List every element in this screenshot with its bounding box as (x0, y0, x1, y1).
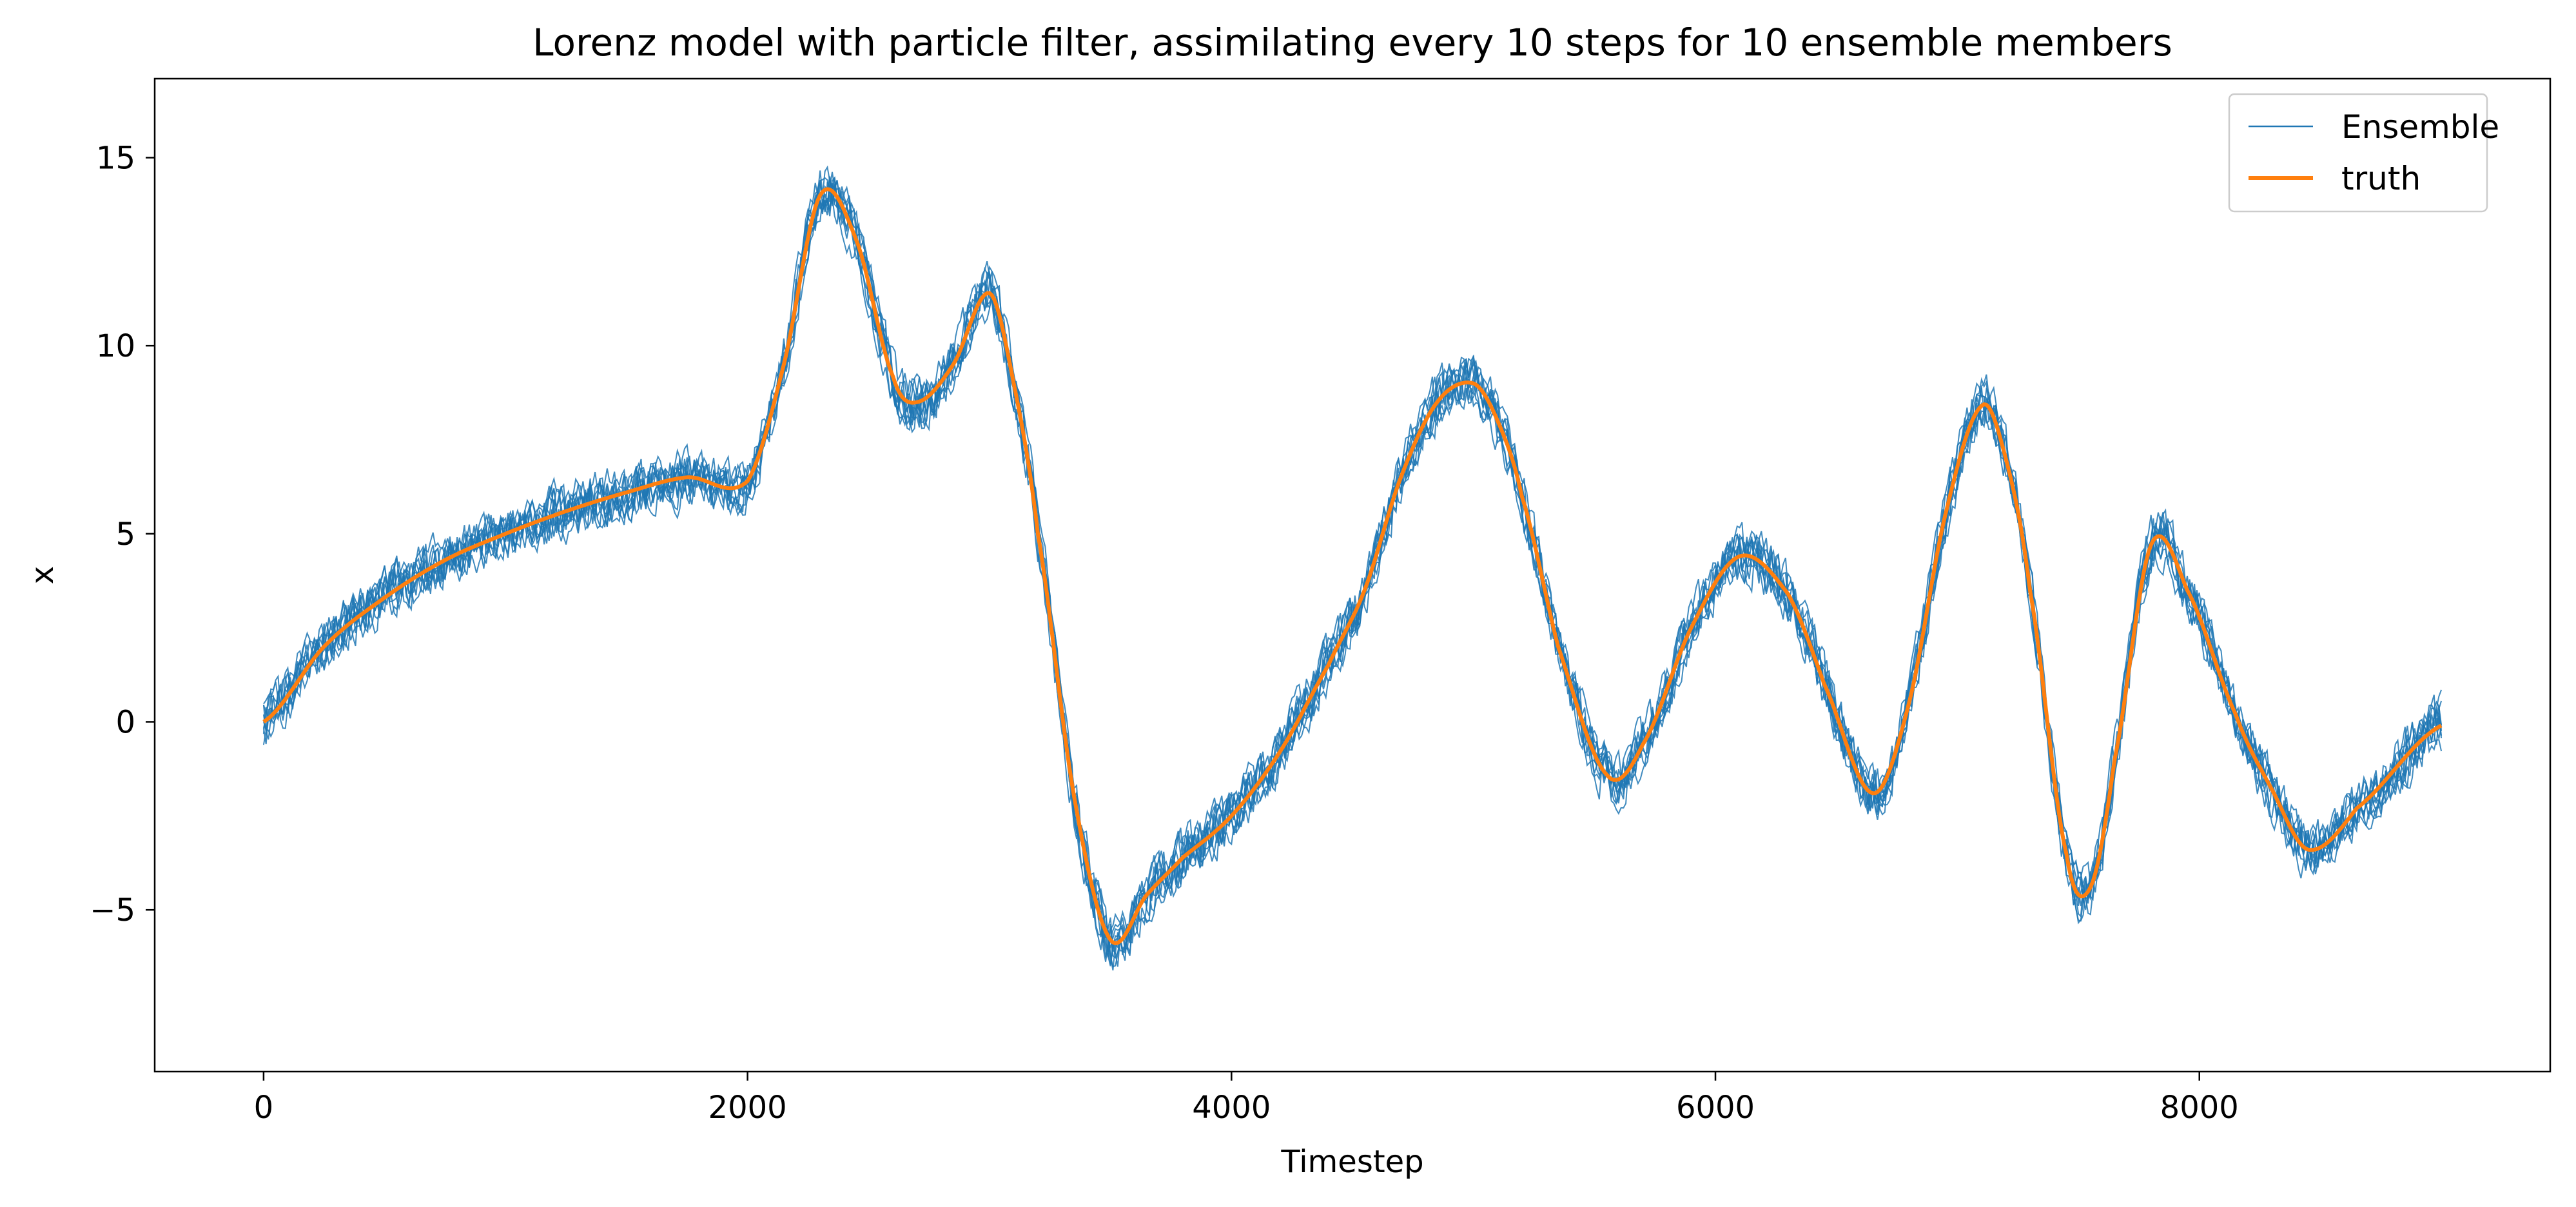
legend-box (2228, 93, 2488, 213)
y-tick-label: 15 (96, 141, 135, 177)
y-tick-label: 0 (115, 705, 135, 741)
y-axis-label: x (24, 566, 61, 584)
ensemble-member-line (263, 180, 2443, 967)
truth-line (262, 187, 2443, 945)
y-tick-label: −5 (90, 892, 135, 928)
x-tick-label: 4000 (1192, 1090, 1271, 1126)
legend: Ensemble truth (2228, 93, 2499, 213)
y-tick-label: 10 (96, 328, 135, 364)
x-axis-label: Timestep (1280, 1144, 1423, 1180)
legend-label-truth: truth (2341, 160, 2421, 197)
plot-frame (153, 77, 2552, 1073)
x-tick-label: 0 (254, 1090, 274, 1126)
ensemble-member-line (262, 182, 2443, 949)
chart-title: Lorenz model with particle filter, assim… (532, 21, 2172, 64)
ensemble-member-line (262, 165, 2443, 968)
x-tick-label: 2000 (708, 1090, 787, 1126)
legend-label-ensemble: Ensemble (2341, 108, 2499, 146)
x-tick-label: 6000 (1676, 1090, 1755, 1126)
y-axis: −5 0 5 10 15 (90, 141, 155, 928)
x-tick-label: 8000 (2160, 1090, 2239, 1126)
truth-line-group (262, 187, 2443, 945)
y-tick-label: 5 (115, 516, 135, 553)
x-axis: 0 2000 4000 6000 8000 (254, 1072, 2239, 1126)
plot-area (155, 79, 2550, 1072)
